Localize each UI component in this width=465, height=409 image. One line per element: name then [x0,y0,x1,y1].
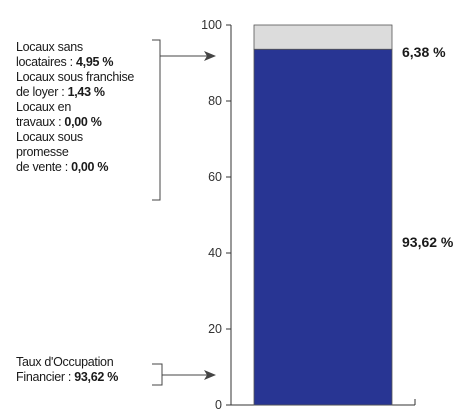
annotation-line: promesse [16,145,69,159]
annotation-value: 4,95 % [76,55,114,69]
y-tick-label: 40 [208,246,222,260]
upper-bracket [152,39,161,201]
annotation-line: Locaux sous franchise [16,70,135,84]
y-tick-label: 20 [208,322,222,336]
y-tick-label: 60 [208,170,222,184]
annotation-value: 1,43 % [67,85,105,99]
y-tick-label: 100 [201,18,222,32]
annotation-line: de loyer : 1,43 % [16,85,105,99]
data-label-bottom-segment: 93,62 % [402,234,454,250]
y-tick-label: 0 [215,398,222,409]
lower-bracket [152,363,163,386]
annotation-brackets [152,39,216,386]
annotation-value: 0,00 % [71,160,109,174]
data-label-top-segment: 6,38 % [402,44,446,60]
bar-segment-vacancy [253,24,393,50]
annotation-line: Locaux sans [16,40,83,54]
annotation-line: Taux d'Occupation [16,355,114,369]
y-tick-label: 80 [208,94,222,108]
annotation-line: locataires : 4,95 % [16,55,114,69]
annotation-value: 93,62 % [74,370,119,384]
vacancy-breakdown-annotation: Locaux sans locataires : 4,95 % Locaux s… [16,40,134,175]
occupancy-rate-annotation: Taux d'Occupation Financier : 93,62 % [16,355,118,385]
annotation-line: de vente : 0,00 % [16,160,109,174]
annotation-value: 0,00 % [64,115,102,129]
annotation-line: Financier : 93,62 % [16,370,119,384]
bar-stack [253,24,393,406]
bar-segment-occupancy [253,48,393,406]
annotation-line: travaux : 0,00 % [16,115,102,129]
annotation-line: Locaux en [16,100,71,114]
annotation-line: Locaux sous [16,130,83,144]
